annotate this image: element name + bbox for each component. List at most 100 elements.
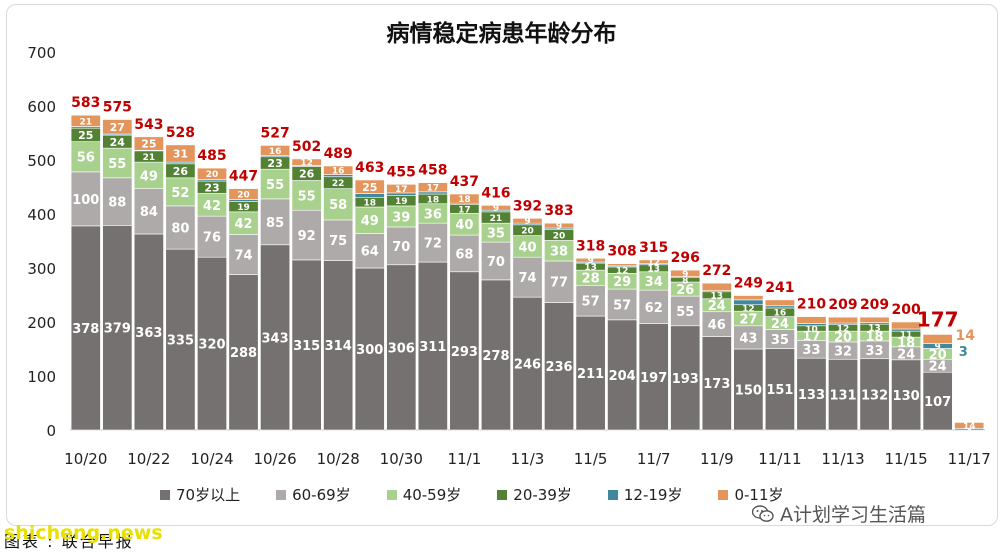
bar-segment	[228, 188, 259, 200]
legend-label: 0-11岁	[734, 486, 784, 504]
segment-label: 20	[237, 190, 250, 200]
segment-label: 92	[298, 229, 316, 244]
bar-segment	[197, 167, 227, 180]
bar-segment	[417, 222, 448, 263]
bar-segment	[323, 260, 354, 431]
segment-label: 80	[171, 221, 189, 236]
bar-segment	[701, 336, 732, 431]
x-tick-label: 11/7	[637, 450, 671, 468]
total-label: 458	[418, 163, 447, 179]
total-label: 318	[576, 238, 605, 254]
bar-segment	[733, 295, 764, 301]
bar-segment	[922, 334, 953, 344]
segment-label: 27	[739, 312, 757, 327]
segment-label: 13	[584, 263, 597, 273]
bar-segment	[133, 188, 164, 235]
segment-label: 24	[897, 347, 915, 362]
total-label: 455	[387, 164, 416, 180]
legend-swatch	[497, 489, 508, 500]
bar-segment	[859, 316, 890, 323]
segment-label: 132	[861, 388, 888, 403]
segment-label: 49	[140, 169, 158, 184]
x-tick-label: 11/1	[448, 450, 482, 468]
segment-label: 23	[204, 181, 219, 194]
segment-label: 64	[361, 245, 379, 260]
segment-label: 133	[798, 388, 825, 403]
wechat-icon	[752, 504, 774, 522]
outside-label: 3	[959, 345, 968, 360]
bar-segment	[386, 226, 417, 266]
segment-label: 12	[742, 304, 755, 314]
segment-label: 20	[553, 231, 566, 241]
legend-label: 12-19岁	[623, 486, 683, 504]
segment-label: 17	[395, 185, 408, 195]
segment-label: 17	[427, 184, 440, 194]
total-label: 210	[797, 297, 826, 313]
x-tick-label: 11/3	[511, 450, 545, 468]
bar-segment	[102, 177, 133, 226]
x-tick-label: 11/11	[758, 450, 801, 468]
bar-segment	[354, 233, 385, 269]
legend-swatch	[276, 489, 287, 500]
bar-segment	[575, 257, 606, 263]
segment-label: 11	[900, 331, 913, 341]
segment-label: 21	[80, 117, 93, 127]
segment-label: 13	[868, 324, 881, 334]
bar-segment	[891, 359, 922, 431]
bar-segment	[165, 248, 196, 431]
segment-label: 18	[866, 330, 884, 345]
total-label: 272	[702, 263, 731, 279]
total-label: 528	[166, 125, 195, 141]
bar-segment	[733, 348, 764, 431]
bar-segment	[417, 261, 448, 431]
bar-segment	[102, 225, 133, 431]
segment-label: 12	[837, 324, 850, 334]
segment-label: 24	[110, 136, 126, 149]
segment-label: 75	[329, 234, 347, 249]
bar-segment	[165, 177, 196, 207]
segment-label: 16	[332, 167, 345, 177]
segment-label: 25	[141, 138, 156, 151]
segment-label: 10	[805, 325, 818, 335]
bar-segment	[449, 271, 480, 431]
segment-label: 68	[455, 247, 473, 262]
bar-segment	[733, 299, 764, 306]
segment-label: 55	[108, 157, 126, 172]
segment-label: 8	[682, 276, 688, 286]
watermark-text: shicheng.news	[4, 522, 163, 544]
bar-segment	[354, 206, 385, 234]
bar-segment	[291, 209, 322, 261]
total-label: 575	[103, 100, 132, 116]
bar-segment	[575, 315, 606, 431]
bar-segment	[70, 114, 101, 127]
total-label: 485	[197, 148, 226, 164]
segment-label: 20	[834, 331, 852, 346]
segment-label: 42	[203, 199, 221, 214]
bar-segment	[70, 171, 101, 227]
segment-label: 25	[362, 181, 377, 194]
segment-label: 378	[72, 322, 99, 337]
total-label: 249	[734, 276, 763, 292]
segment-label: 335	[167, 333, 194, 348]
total-label: 209	[860, 297, 889, 313]
segment-label: 151	[766, 383, 793, 398]
bar-segment	[701, 311, 732, 337]
y-tick-label: 600	[27, 98, 56, 116]
bar-segment	[228, 274, 259, 431]
bar-segment	[954, 422, 985, 429]
legend-label: 20-39岁	[513, 486, 572, 504]
segment-label: 236	[545, 360, 572, 375]
x-tick-label: 11/15	[885, 450, 928, 468]
total-label: 543	[134, 117, 163, 133]
segment-label: 58	[329, 198, 347, 213]
segment-label: 16	[774, 309, 787, 319]
segment-label: 18	[363, 199, 376, 209]
bar-segment	[291, 158, 322, 166]
legend-swatch	[386, 489, 397, 500]
bar-segment	[638, 259, 669, 264]
segment-label: 211	[577, 367, 604, 382]
bar-segment	[922, 371, 953, 431]
wechat-brand-text: A计划学习生活篇	[780, 504, 926, 526]
legend-item-40-59: 40-59岁	[386, 484, 461, 505]
